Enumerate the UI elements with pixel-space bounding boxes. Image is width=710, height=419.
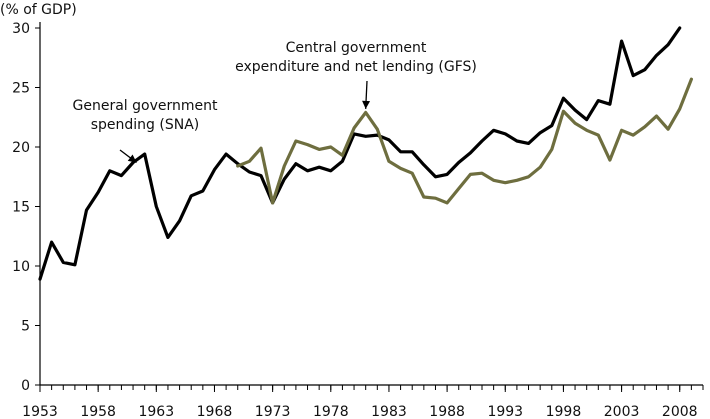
x-tick-label: 2008 <box>662 404 698 419</box>
annotation-1-arrowhead <box>362 100 371 109</box>
x-tick-label: 1953 <box>22 404 58 419</box>
x-tick-label: 1998 <box>546 404 582 419</box>
x-tick-label: 1988 <box>429 404 465 419</box>
annotation-1-line-0: Central government <box>286 40 427 56</box>
x-tick-label: 1978 <box>313 404 349 419</box>
y-tick-label: 25 <box>12 81 30 97</box>
series-line-1 <box>236 77 693 205</box>
y-axis-title: (% of GDP) <box>0 2 77 18</box>
x-tick-label: 1993 <box>487 404 523 419</box>
annotation-0-line-0: General government <box>73 98 218 114</box>
x-tick-label: 1968 <box>197 404 233 419</box>
y-tick-label: 20 <box>12 140 30 156</box>
y-tick-label: 15 <box>12 200 30 216</box>
y-tick-label: 5 <box>21 319 30 335</box>
annotation-1-line-1: expenditure and net lending (GFS) <box>235 59 477 75</box>
x-tick-label: 1983 <box>371 404 407 419</box>
x-tick-label: 1963 <box>138 404 174 419</box>
y-tick-label: 30 <box>12 21 30 37</box>
annotation-0-line-1: spending (SNA) <box>91 117 200 133</box>
series-line-0 <box>38 26 682 281</box>
y-tick-label: 0 <box>21 378 30 394</box>
x-tick-label: 1958 <box>80 404 116 419</box>
x-tick-label: 2003 <box>604 404 640 419</box>
x-tick-label: 1973 <box>255 404 291 419</box>
y-tick-label: 10 <box>12 259 30 275</box>
